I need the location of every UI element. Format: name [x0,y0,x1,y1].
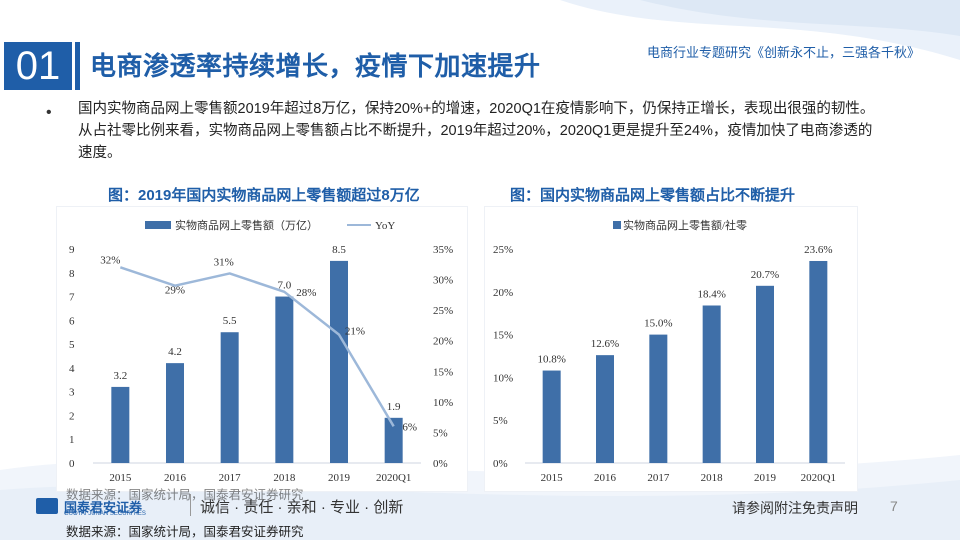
y-left-tick-label: 2 [69,410,75,422]
y-tick-label: 0% [493,458,508,470]
bar [384,417,403,463]
yoy-point-label: 28% [296,287,316,299]
y-tick-label: 5% [493,415,508,427]
bar-value-label: 4.2 [168,346,182,358]
bar-value-label: 18.4% [697,288,725,300]
bar [542,370,561,463]
bar [756,285,774,463]
x-tick-label: 2020Q1 [801,472,836,484]
bar-value-label: 20.7% [751,269,779,281]
logo-icon [36,498,58,514]
right-chart-panel: 实物商品网上零售额/社零 0% 5% 10% 15% 20% 25% 10.8% 2015 12.… [484,206,858,492]
y-left-tick-label: 8 [69,268,75,280]
report-name: 电商行业专题研究《创新永不止，三强各千秋》 [646,45,920,60]
left-chart: 实物商品网上零售额（万亿） YoY 0 1 2 3 4 5 6 7 8 9 0% 5% 10% 15% 20% 2… [69,218,453,484]
x-tick-label: 2016 [164,472,187,484]
left-chart-panel: 实物商品网上零售额（万亿） YoY 0 1 2 3 4 5 6 7 8 9 0% 5% 10% 15% 20% 2… [56,206,468,492]
left-chart-title: 图：2019年国内实物商品网上零售额超过8万亿 [108,187,420,204]
x-tick-label: 2020Q1 [376,472,411,484]
right-chart-title: 图：国内实物商品网上零售额占比不断提升 [510,187,796,204]
page-title: 电商渗透率持续增长，疫情下加速提升 [90,52,541,82]
legend-line-label: YoY [375,220,395,232]
x-tick-label: 2015 [541,472,564,484]
yoy-point-label: 21% [345,326,365,338]
y-left-tick-label: 0 [69,458,75,470]
bar-value-label: 5.5 [223,315,237,327]
y-right-tick-label: 20% [433,336,453,348]
footer-divider [190,494,191,516]
company-logo: 国泰君安证券 [36,496,142,516]
bar [220,332,239,463]
y-left-tick-label: 6 [69,315,75,327]
bar [649,334,668,463]
x-tick-label: 2019 [328,472,351,484]
page-number: 7 [890,498,898,514]
disclaimer-link[interactable]: 请参阅附注免责声明 [732,500,858,516]
y-left-tick-label: 1 [69,434,75,446]
bar-value-label: 23.6% [804,244,832,256]
bar [166,363,184,463]
yoy-point-label: 32% [100,254,120,266]
x-tick-label: 2018 [701,472,724,484]
legend-bar-label: 实物商品网上零售额（万亿） [175,218,318,232]
bar-value-label: 8.5 [332,244,346,256]
y-tick-label: 20% [493,287,513,299]
bar [702,305,721,463]
bar-value-label: 15.0% [644,318,672,330]
x-tick-label: 2017 [647,472,670,484]
bar [275,296,294,463]
bar [596,355,614,463]
logo-name: 国泰君安证券 [64,499,143,515]
legend-bar-swatch [145,221,171,229]
y-right-tick-label: 15% [433,366,453,378]
bar-value-label: 10.8% [537,354,565,366]
source-note: 数据来源：国家统计局，国泰君安证券研究 [66,525,304,539]
x-tick-label: 2016 [594,472,617,484]
right-chart: 实物商品网上零售额/社零 0% 5% 10% 15% 20% 25% 10.8% 2015 12.… [493,218,845,484]
bullet-marker: • [46,104,52,121]
y-left-tick-label: 9 [69,244,75,256]
legend-bar-label: 实物商品网上零售额/社零 [623,218,747,232]
section-accent-bar [75,42,80,90]
y-left-tick-label: 4 [69,363,75,375]
yoy-point-label: 31% [214,256,234,268]
slogan: 诚信 · 责任 · 亲和 · 专业 · 创新 [200,499,404,516]
yoy-line [119,266,395,427]
y-right-tick-label: 30% [433,275,453,287]
bar-value-label: 7.0 [277,280,291,292]
bullet-text: 国内实物商品网上零售额2019年超过8万亿，保持20%+的增速，2020Q1在疫… [78,101,875,161]
y-left-tick-label: 3 [69,387,75,399]
logo-subtitle: GUOTAI JUNAN SECURITIES [64,511,146,517]
x-tick-label: 2017 [219,472,242,484]
section-number: 01 [4,42,72,90]
bar-value-label: 1.9 [387,401,401,413]
bar [111,386,130,463]
bar [330,260,348,463]
bar-value-label: 3.2 [113,370,127,382]
x-tick-label: 2015 [109,472,132,484]
y-right-tick-label: 25% [433,305,453,317]
y-tick-label: 25% [493,244,513,256]
y-right-tick-label: 10% [433,397,453,409]
yoy-point-label: 29% [165,285,185,297]
x-tick-label: 2019 [754,472,777,484]
source-note-overlay: 数据来源：国家统计局，国泰君安证券研究 [66,488,304,502]
bar-value-label: 12.6% [591,338,619,350]
y-right-tick-label: 5% [433,427,448,439]
legend-bar-swatch [613,221,621,229]
y-right-tick-label: 35% [433,244,453,256]
x-tick-label: 2018 [273,472,296,484]
bar [809,260,828,463]
y-left-tick-label: 7 [69,292,75,304]
y-right-tick-label: 0% [433,458,448,470]
y-tick-label: 15% [493,330,513,342]
y-left-tick-label: 5 [69,339,75,351]
y-tick-label: 10% [493,372,513,384]
yoy-point-label: 6% [402,421,417,433]
